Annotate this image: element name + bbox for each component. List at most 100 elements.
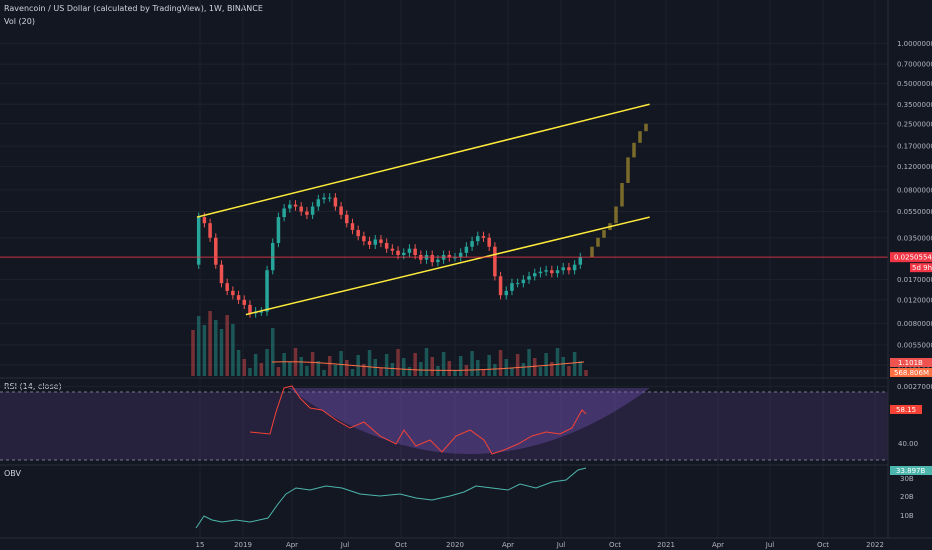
volume-bar (419, 362, 423, 376)
volume-bar (276, 367, 281, 376)
candle-body (362, 236, 366, 242)
price-tick-label: 0.50000000 (897, 80, 932, 88)
volume-bar (350, 369, 355, 376)
candle-body (561, 267, 565, 271)
volume-bar (379, 368, 383, 376)
price-tick-label: 0.25000000 (897, 120, 932, 128)
volume-bar (248, 368, 252, 376)
price-tick-label: 0.70000000 (897, 61, 932, 69)
candle-body (396, 250, 400, 256)
projection-candle (590, 246, 594, 258)
price-tick-label: 0.00270000 (897, 383, 932, 391)
candle-body (270, 242, 275, 271)
price-tick-label: 1.00000000 (897, 40, 932, 48)
candle-body (316, 199, 321, 207)
candle-body (578, 257, 583, 265)
volume-bar (532, 358, 537, 376)
candle-body (384, 242, 389, 249)
time-tick-label: 2019 (234, 541, 252, 549)
volume-bar (572, 352, 577, 376)
volume-bar (401, 358, 406, 376)
candle-body (430, 255, 434, 263)
volume-bar (299, 357, 303, 376)
candle-body (196, 217, 201, 265)
candle-body (333, 197, 338, 207)
candle-body (544, 270, 548, 272)
volume-bar (396, 349, 400, 376)
obv-line (195, 467, 587, 529)
volume-bar (259, 363, 264, 376)
candle-body (390, 248, 395, 251)
candle-body (345, 214, 349, 224)
candle-body (464, 246, 469, 253)
volume-bar (441, 352, 446, 376)
projection-candle (620, 183, 624, 207)
rsi-line (249, 385, 587, 455)
volume-bar (253, 354, 258, 376)
obv-indicator-label[interactable]: OBV (4, 469, 22, 478)
candlestick-series (196, 123, 648, 318)
time-tick-label: Apr (712, 541, 724, 549)
candle-body (379, 239, 383, 243)
candle-body (504, 290, 509, 296)
time-tick-label: Oct (395, 541, 407, 549)
candle-body (265, 270, 269, 312)
obv-tick-label: 30B (900, 475, 914, 483)
candle-body (538, 271, 543, 274)
candle-body (481, 236, 486, 238)
volume-bar (265, 349, 269, 376)
price-tick-label: 0.12000000 (897, 163, 932, 171)
volume-bar (544, 353, 548, 376)
time-tick-label: Apr (286, 541, 298, 549)
candle-body (202, 217, 207, 224)
candle-body (350, 223, 355, 231)
volume-bar (219, 329, 224, 376)
candle-body (367, 241, 372, 245)
candle-body (453, 257, 457, 259)
chart-grid (0, 0, 888, 538)
candle-body (572, 264, 577, 271)
candle-body (555, 270, 560, 274)
volume-bar (270, 328, 275, 376)
obv-value-label: 33.897B (896, 467, 925, 475)
volume-bar (476, 360, 480, 376)
candle-body (242, 299, 247, 305)
volume-value-label: 1.101B (898, 359, 923, 367)
candle-body (567, 267, 571, 271)
volume-bar (316, 361, 321, 376)
volume-bar (430, 357, 434, 376)
time-tick-label: Jul (765, 541, 775, 549)
volume-bar (470, 351, 474, 376)
projection-candle (626, 157, 630, 184)
time-tick-label: 15 (196, 541, 205, 549)
time-tick-label: Jul (340, 541, 350, 549)
candle-body (305, 211, 309, 215)
price-tick-label: 0.01200000 (897, 296, 932, 304)
volume-indicator-label[interactable]: Vol (20) (4, 17, 35, 26)
volume-bar (487, 355, 491, 376)
candle-body (436, 259, 440, 263)
volume-bar (550, 362, 554, 376)
candle-body (293, 204, 298, 207)
volume-bar (407, 367, 412, 376)
volume-bar (288, 362, 292, 376)
candle-body (515, 283, 520, 285)
price-tick-label: 0.01700000 (897, 276, 932, 284)
candle-body (214, 237, 218, 265)
obv-tick-label: 20B (900, 493, 914, 501)
candle-body (550, 270, 554, 274)
candle-body (276, 217, 281, 243)
projection-candle (602, 230, 606, 238)
rsi-bowl-shape (288, 388, 650, 454)
obv-value-badge (890, 466, 932, 475)
volume-bar (538, 367, 543, 376)
volume-bar (493, 364, 497, 376)
time-tick-label: Apr (502, 541, 514, 549)
candle-body (231, 290, 235, 296)
projection-candle (644, 123, 648, 132)
volume-ma-label: 568.806M (894, 369, 929, 377)
rsi-band (0, 392, 888, 460)
time-tick-label: 2022 (866, 541, 884, 549)
rsi-pane (0, 385, 888, 466)
